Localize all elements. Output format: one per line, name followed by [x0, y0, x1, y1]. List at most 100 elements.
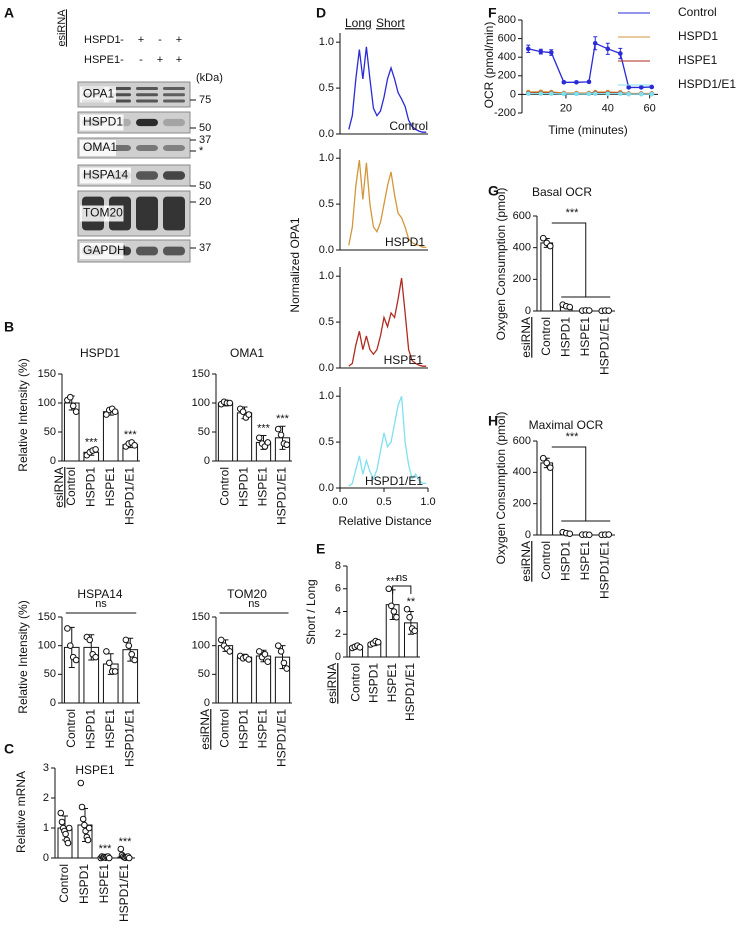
region-label: Long [345, 16, 372, 30]
treatment-sign: + [157, 54, 163, 66]
data-point [111, 408, 119, 416]
axis-caption: esiRNA [52, 467, 66, 508]
y-tick-label: 150 [38, 368, 56, 380]
x-tick-label: 0.0 [332, 496, 347, 508]
series-point [586, 79, 592, 85]
y-tick-label: 200 [513, 273, 531, 285]
marker-label: 50 [199, 122, 211, 134]
significance: *** [566, 431, 580, 443]
data-point [64, 625, 71, 632]
x-tick-label: 20 [560, 102, 572, 114]
x-tick-label: Control [218, 467, 232, 506]
bar [217, 402, 234, 462]
x-tick-label: HSPD1 [83, 467, 97, 507]
blot-band [163, 99, 185, 103]
blot-label-bg [80, 86, 116, 103]
y-tick-label: 50 [198, 668, 210, 680]
significance: *** [276, 413, 290, 425]
series-point [538, 91, 544, 96]
y-tick-label: 0 [204, 455, 210, 467]
y-tick-label: 600 [498, 33, 516, 45]
data-point [125, 854, 133, 862]
y-tick-label: 50 [44, 668, 56, 680]
blot-band [163, 196, 185, 231]
marker-label: 37 [199, 242, 211, 254]
significance: *** [99, 843, 113, 855]
y-tick-label: 800 [498, 14, 516, 26]
x-tick-label: Control [64, 709, 78, 748]
series-point [561, 80, 567, 85]
y-tick-label: 50 [198, 426, 210, 438]
data-point [72, 656, 80, 664]
y-tick-label: 0 [204, 697, 210, 709]
y-tick-label: 0.0 [319, 128, 334, 140]
axis-caption: esiRNA [519, 317, 533, 358]
y-tick-label: 8 [335, 560, 341, 572]
data-point [356, 644, 364, 651]
blot-label-bg [80, 167, 131, 184]
series-point [626, 85, 632, 90]
panel-letter: D [316, 5, 326, 21]
x-tick-label: Control [539, 317, 553, 356]
y-tick-label: 1.0 [319, 152, 334, 164]
series-point [649, 91, 655, 97]
series-label: HSPD1 [385, 235, 425, 249]
x-tick-label: HSPE1 [578, 317, 592, 357]
x-tick-label: HSPD1 [83, 709, 97, 749]
unit-label: (kDa) [196, 72, 223, 84]
x-tick-label: Control [64, 467, 78, 506]
data-point [245, 656, 253, 663]
data-point [78, 803, 86, 811]
blot-label-bg [80, 114, 124, 131]
y-tick-label: 0 [50, 697, 56, 709]
panel-letter: F [488, 5, 497, 21]
data-point [226, 648, 234, 655]
marker-label: 20 [199, 196, 211, 208]
chart-title: Basal OCR [532, 185, 592, 199]
bar [102, 411, 119, 462]
legend-label: HSPD1 [678, 29, 718, 43]
y-tick-label: 150 [38, 611, 56, 623]
blot-row-label: HSPA14 [83, 168, 128, 182]
y-axis-label: Relative Intensity (%) [16, 600, 30, 713]
significance: *** [257, 422, 271, 434]
y-tick-label: 3 [43, 762, 49, 774]
series-line [348, 46, 427, 133]
data-point [57, 809, 65, 817]
marker-label: * [199, 145, 204, 157]
series-point [605, 91, 611, 96]
significance-bracket [392, 585, 412, 594]
y-tick-label: 50 [44, 426, 56, 438]
blot-band [136, 118, 158, 127]
x-tick-label: HSPD1/E1 [275, 709, 289, 767]
y-tick-label: 400 [513, 466, 531, 478]
data-point [277, 648, 285, 655]
panel-letter: A [4, 5, 14, 21]
treatment-sign: - [139, 54, 143, 66]
x-tick-label: HSPD1 [237, 709, 251, 749]
y-axis-label: Relative Intensity (%) [16, 358, 30, 471]
y-tick-label: 0.0 [319, 244, 334, 256]
data-point [393, 613, 400, 621]
blot-band [163, 246, 185, 256]
data-point [539, 234, 547, 242]
y-tick-label: 200 [513, 498, 531, 510]
x-tick-label: HSPD1 [558, 541, 572, 581]
data-point [66, 393, 74, 401]
data-point [406, 613, 413, 621]
treatment-sign: + [138, 34, 144, 46]
bar [236, 656, 253, 704]
series-point [649, 84, 655, 90]
data-point [566, 303, 574, 311]
y-tick-label: 100 [38, 640, 56, 652]
significance: ns [95, 598, 107, 610]
data-point [261, 650, 269, 658]
data-point [79, 815, 87, 823]
x-tick-label: Control [57, 864, 71, 903]
significance-bracket [551, 222, 611, 298]
data-point [122, 636, 130, 644]
panel-letter: E [316, 541, 325, 557]
series-point [592, 91, 598, 96]
treatment-sign: + [176, 34, 182, 46]
